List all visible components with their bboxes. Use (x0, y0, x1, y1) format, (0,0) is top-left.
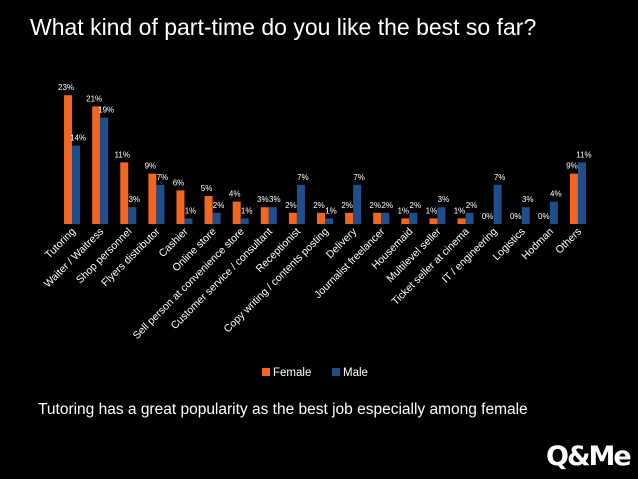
data-label-female-1: 21% (86, 94, 102, 103)
bar-female-6 (232, 201, 241, 224)
data-label-male-3: 7% (157, 173, 169, 182)
data-label-male-4: 1% (185, 206, 197, 215)
data-label-female-0: 23% (58, 83, 74, 92)
data-label-female-11: 2% (369, 201, 381, 210)
bar-female-14 (457, 218, 466, 224)
data-label-male-12: 2% (410, 201, 422, 210)
bar-male-8 (296, 184, 305, 224)
bar-female-1 (92, 106, 101, 224)
category-label-17: Hodman (519, 226, 556, 263)
legend-label-female: Female (273, 367, 311, 379)
data-label-female-3: 9% (145, 162, 157, 171)
data-label-female-4: 6% (173, 178, 185, 187)
data-label-female-10: 2% (341, 201, 353, 210)
data-label-female-7: 3% (257, 195, 269, 204)
bar-male-10 (353, 184, 362, 224)
category-label-18: Others (553, 226, 584, 257)
data-label-female-6: 4% (229, 190, 241, 199)
data-label-male-14: 2% (466, 201, 478, 210)
data-label-female-9: 2% (313, 201, 325, 210)
data-label-female-2: 11% (115, 150, 130, 159)
legend-label-male: Male (343, 367, 368, 379)
bar-male-6 (240, 218, 249, 224)
bar-male-11 (381, 212, 390, 224)
bar-female-3 (148, 173, 157, 224)
data-label-female-5: 5% (201, 184, 213, 193)
bar-male-18 (577, 162, 586, 224)
bar-female-7 (260, 207, 269, 224)
data-label-male-10: 7% (353, 173, 365, 182)
data-label-female-16: 0% (510, 212, 522, 221)
data-label-female-17: 0% (538, 212, 550, 221)
data-label-male-2: 3% (128, 195, 140, 204)
bar-male-9 (325, 218, 333, 224)
data-label-female-13: 1% (426, 206, 438, 215)
chart-title: What kind of part-time do you like the b… (30, 14, 537, 40)
bar-male-16 (521, 207, 530, 224)
bar-male-1 (100, 117, 109, 224)
data-label-male-11: 2% (381, 201, 393, 210)
bar-male-4 (184, 218, 193, 224)
bar-male-5 (212, 212, 221, 224)
bar-female-18 (569, 173, 578, 224)
data-label-male-16: 3% (522, 195, 534, 204)
data-label-male-8: 7% (297, 173, 309, 182)
bar-female-13 (429, 218, 438, 224)
data-label-female-15: 0% (482, 212, 494, 221)
bar-male-14 (465, 212, 474, 224)
data-label-male-18: 11% (576, 150, 591, 159)
data-label-male-6: 1% (241, 206, 253, 215)
bar-female-0 (64, 95, 73, 224)
bar-female-5 (204, 196, 213, 224)
data-label-female-18: 9% (566, 162, 578, 171)
bar-female-4 (176, 190, 185, 224)
chart-caption: Tutoring has a great popularity as the b… (38, 401, 528, 418)
legend-swatch-male (332, 368, 340, 376)
data-label-female-12: 1% (398, 206, 410, 215)
bar-male-0 (72, 145, 81, 224)
bar-female-2 (120, 162, 129, 224)
bar-male-3 (156, 184, 165, 224)
data-label-female-8: 2% (285, 201, 297, 210)
bar-male-15 (493, 184, 502, 224)
data-label-male-1: 19% (98, 106, 114, 115)
bar-female-12 (401, 218, 410, 224)
data-label-male-17: 4% (550, 190, 562, 199)
bar-male-17 (549, 201, 558, 224)
legend-swatch-female (262, 368, 270, 376)
bar-male-2 (128, 207, 137, 224)
bar-female-9 (317, 212, 325, 224)
bar-male-12 (409, 212, 418, 224)
bar-female-11 (373, 212, 382, 224)
data-label-male-13: 3% (438, 195, 450, 204)
data-label-male-5: 2% (213, 201, 225, 210)
data-label-male-0: 14% (70, 134, 86, 143)
bar-female-10 (345, 212, 354, 224)
data-label-female-14: 1% (454, 206, 466, 215)
data-label-male-9: 1% (325, 206, 337, 215)
data-label-male-7: 3% (269, 195, 281, 204)
data-label-male-15: 7% (494, 173, 506, 182)
bar-female-8 (288, 212, 297, 224)
brand-logo: Q&Me (546, 441, 632, 472)
bar-male-7 (268, 207, 277, 224)
bar-male-13 (437, 207, 446, 224)
